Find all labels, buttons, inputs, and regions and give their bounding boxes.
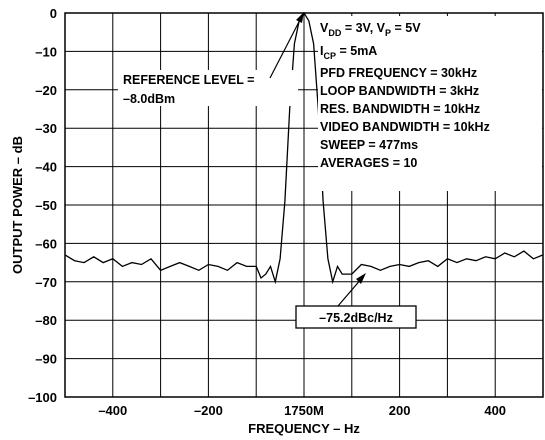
reference-level-line2: –8.0dBm <box>123 92 175 106</box>
y-tick-label: –20 <box>35 83 57 98</box>
icp-subscript: CP <box>323 51 336 61</box>
condition-pfd: PFD FREQUENCY = 30kHz <box>320 66 477 80</box>
condition-vdd-vp: VDD = 3V, VP = 5V <box>320 21 421 38</box>
y-tick-label: –70 <box>35 275 57 290</box>
y-tick-label: –50 <box>35 198 57 213</box>
reference-label-bg <box>118 70 298 106</box>
reference-arrow-line <box>269 15 303 79</box>
icp-symbol: I <box>320 44 323 58</box>
x-tick-label: –400 <box>98 403 127 418</box>
y-tick-label: –40 <box>35 160 57 175</box>
condition-sweep: SWEEP = 477ms <box>320 138 418 152</box>
icp-value: = 5mA <box>336 44 377 58</box>
x-tick-label: –200 <box>194 403 223 418</box>
y-tick-labels: 0 –10 –20 –30 –40 –50 –60 –70 –80 –90 –100 <box>28 6 57 405</box>
vp-subscript: P <box>385 28 391 38</box>
vdd-subscript: DD <box>328 28 341 38</box>
condition-res-bandwidth: RES. BANDWIDTH = 10kHz <box>320 102 480 116</box>
y-tick-label: 0 <box>50 6 57 21</box>
condition-video-bandwidth: VIDEO BANDWIDTH = 10kHz <box>320 120 490 134</box>
vp-value: = 5V <box>391 21 421 35</box>
condition-loop-bandwidth: LOOP BANDWIDTH = 3kHz <box>320 84 479 98</box>
vdd-symbol: V <box>320 21 329 35</box>
noise-arrow-head <box>356 273 366 284</box>
x-tick-labels: –400 –200 1750M 200 400 <box>98 403 506 418</box>
y-tick-label: –60 <box>35 236 57 251</box>
y-tick-label: –100 <box>28 390 57 405</box>
vdd-value: = 3V, V <box>341 21 385 35</box>
reference-arrow-head <box>296 12 304 23</box>
reference-level-line1: REFERENCE LEVEL = <box>123 73 254 87</box>
y-tick-label: –90 <box>35 352 57 367</box>
noise-arrow-line <box>337 277 363 307</box>
y-tick-label: –80 <box>35 313 57 328</box>
noise-label: –75.2dBc/Hz <box>319 311 393 325</box>
y-tick-label: –30 <box>35 121 57 136</box>
y-tick-label: –10 <box>35 44 57 59</box>
x-tick-label: 200 <box>389 403 411 418</box>
x-tick-label: 1750M <box>284 403 324 418</box>
x-axis-title: FREQUENCY – Hz <box>248 421 360 436</box>
y-axis-title: OUTPUT POWER – dB <box>10 136 25 274</box>
x-tick-label: 400 <box>484 403 506 418</box>
condition-icp: ICP = 5mA <box>320 44 377 61</box>
conditions-bg <box>318 16 542 191</box>
noise-label-box <box>295 305 417 329</box>
condition-averages: AVERAGES = 10 <box>320 156 417 170</box>
